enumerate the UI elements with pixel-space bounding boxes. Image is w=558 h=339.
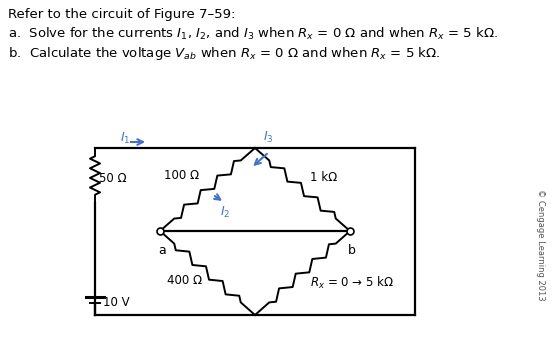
Text: b.  Calculate the voltage $V_{ab}$ when $R_x$ = 0 Ω and when $R_x$ = 5 kΩ.: b. Calculate the voltage $V_{ab}$ when $… [8, 45, 440, 62]
Text: 50 Ω: 50 Ω [99, 172, 127, 184]
Text: a.  Solve for the currents $I_1$, $I_2$, and $I_3$ when $R_x$ = 0 Ω and when $R_: a. Solve for the currents $I_1$, $I_2$, … [8, 26, 498, 42]
Text: $R_x$ = 0 → 5 kΩ: $R_x$ = 0 → 5 kΩ [310, 275, 395, 291]
Text: a: a [158, 244, 166, 257]
Text: 100 Ω: 100 Ω [165, 169, 200, 182]
Text: 1 kΩ: 1 kΩ [310, 171, 338, 184]
Text: $I_1$: $I_1$ [120, 131, 131, 146]
Text: Refer to the circuit of Figure 7–59:: Refer to the circuit of Figure 7–59: [8, 8, 235, 21]
Text: 400 Ω: 400 Ω [167, 275, 203, 287]
Text: $I_2$: $I_2$ [220, 204, 231, 220]
Text: © Cengage Learning 2013: © Cengage Learning 2013 [536, 189, 545, 301]
Text: 10 V: 10 V [103, 297, 129, 310]
Text: $I_3$: $I_3$ [263, 130, 273, 145]
Text: b: b [348, 244, 356, 257]
